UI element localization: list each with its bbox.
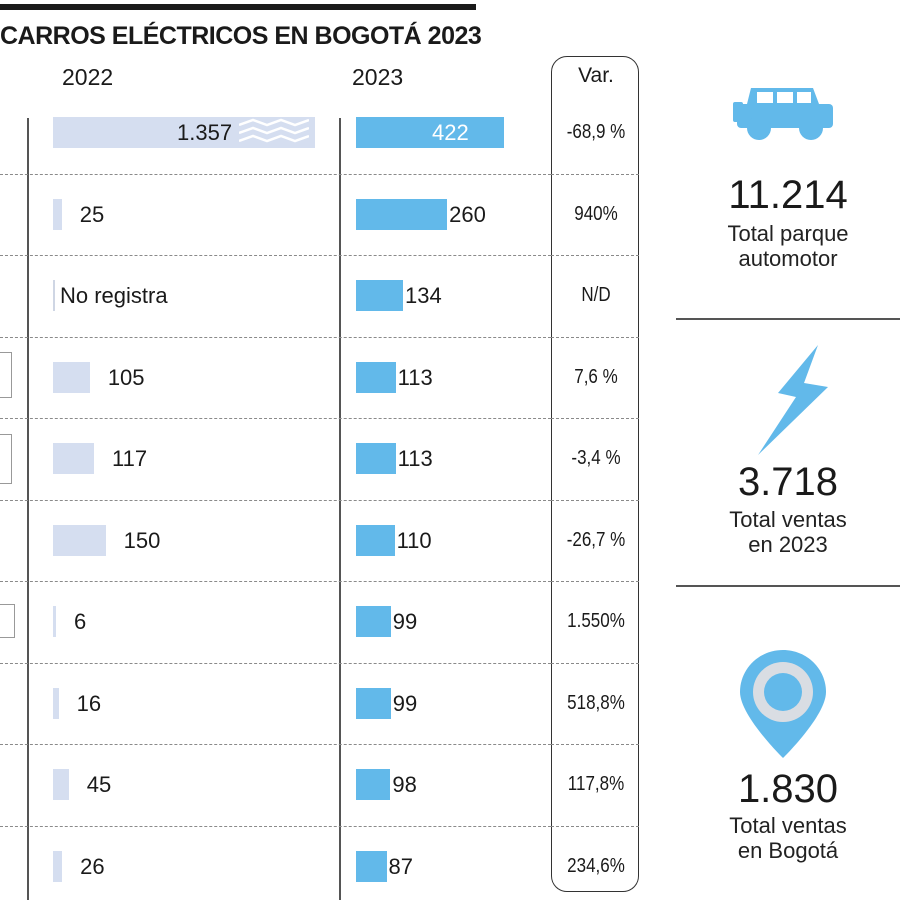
row-separator: [551, 662, 639, 664]
stat-label-parque-2: automotor: [738, 246, 838, 271]
stat-value-ventas-2023: 3.718: [737, 460, 839, 504]
chart-title: CARROS ELÉCTRICOS EN BOGOTÁ 2023: [0, 22, 482, 50]
row-separator: [0, 173, 551, 175]
value-label-2023: 113: [397, 364, 433, 390]
stat-label-ventas-2023-1: Total ventas: [729, 507, 847, 532]
bar-2023: [356, 524, 395, 556]
row-separator: [0, 418, 551, 419]
variation-value: 1.550%: [567, 610, 625, 632]
axis-line-left: [27, 118, 29, 900]
value-label-2022: 16: [76, 690, 102, 716]
value-label-2022: 6: [74, 609, 87, 634]
stat-label-ventas-bogota-2: en Bogotá: [737, 838, 839, 863]
value-label-2022: 26: [80, 853, 105, 879]
variation-value: 234,6%: [567, 854, 625, 877]
row-separator: [551, 173, 639, 175]
variation-value: 117,8%: [567, 773, 625, 795]
row-separator: [551, 255, 639, 256]
variation-value: -3,4 %: [571, 447, 621, 469]
truncation-zigzag-icon: [239, 118, 309, 143]
value-label-2022: 25: [79, 201, 105, 227]
row-separator: [0, 825, 551, 827]
row-separator: [0, 336, 551, 338]
variation-value: -26,7 %: [566, 528, 626, 551]
bar-2023: [356, 117, 504, 148]
value-label-2022: 117: [112, 446, 148, 471]
bar-2023: [356, 198, 448, 230]
cropped-logo-box: [0, 604, 15, 638]
value-label-2023: 98: [392, 772, 417, 797]
row-separator: [0, 662, 551, 664]
row-separator: [0, 744, 551, 745]
bar-2022: [53, 117, 315, 148]
bar-2022: [53, 850, 63, 882]
variation-value: 518,8%: [567, 691, 625, 714]
bar-2023: [356, 361, 396, 393]
value-label-2022: 45: [86, 772, 112, 797]
top-rule: [0, 4, 476, 10]
value-label-2023: 113: [397, 446, 433, 471]
value-label-2023: 260: [449, 201, 486, 227]
stat-label-parque-1: Total parque: [727, 221, 849, 246]
bar-2022: [53, 361, 90, 393]
cropped-logo-box: [0, 434, 12, 484]
variation-value: -68,9 %: [566, 121, 626, 143]
variation-value: 940%: [574, 202, 618, 225]
stat-value-parque: 11.214: [728, 173, 848, 217]
row-separator: [0, 255, 551, 256]
value-label-2023: 110: [396, 527, 432, 553]
stats-divider: [676, 318, 900, 320]
bar-2023: [356, 769, 391, 800]
row-separator: [551, 499, 639, 501]
row-separator: [0, 499, 551, 501]
stat-label-ventas-2023-2: en 2023: [748, 532, 828, 557]
bar-2023: [356, 850, 387, 882]
row-separator: [0, 581, 551, 582]
bar-2023: [356, 606, 391, 637]
column-header-2023: 2023: [352, 64, 404, 90]
bar-2023: [356, 443, 396, 474]
value-label-2023: 99: [392, 609, 418, 634]
location-pin-icon: [740, 650, 826, 758]
row-separator: [551, 418, 639, 419]
variation-value: N/D: [581, 284, 611, 306]
row-separator: [551, 825, 639, 827]
column-header-var: Var.: [578, 64, 614, 87]
value-label-2022: No registra: [60, 283, 168, 308]
row-separator: [551, 744, 639, 745]
bar-2022: [53, 443, 95, 474]
bar-2022: [53, 524, 106, 556]
value-label-2023: 99: [392, 690, 418, 716]
jeep-icon: [733, 88, 833, 140]
stat-value-ventas-bogota: 1.830: [737, 767, 839, 811]
value-label-2023: 134: [404, 283, 442, 308]
variation-column-frame: [551, 56, 639, 892]
bar-2022: [53, 687, 59, 719]
bar-2022: [53, 606, 56, 637]
row-separator: [551, 581, 639, 582]
row-separator: [551, 336, 639, 338]
value-label-2023: 87: [388, 853, 413, 879]
axis-line-middle: [339, 118, 341, 900]
cropped-logo-box: [0, 352, 12, 398]
lightning-icon: [758, 345, 828, 455]
bar-2023: [356, 687, 391, 719]
bar-2022: [53, 198, 62, 230]
variation-value: 7,6 %: [574, 365, 618, 388]
value-label-2022: 150: [123, 527, 161, 553]
column-header-2022: 2022: [62, 64, 114, 90]
value-label-2022: 105: [107, 364, 145, 390]
stat-label-ventas-bogota-1: Total ventas: [729, 813, 847, 838]
bar-2022: [53, 769, 69, 800]
value-label-2023: 422: [432, 120, 469, 145]
stats-divider: [676, 585, 900, 587]
bar-2023: [356, 280, 403, 311]
bar-2022-empty: [53, 280, 55, 311]
value-label-2022: 1.357: [177, 120, 233, 145]
